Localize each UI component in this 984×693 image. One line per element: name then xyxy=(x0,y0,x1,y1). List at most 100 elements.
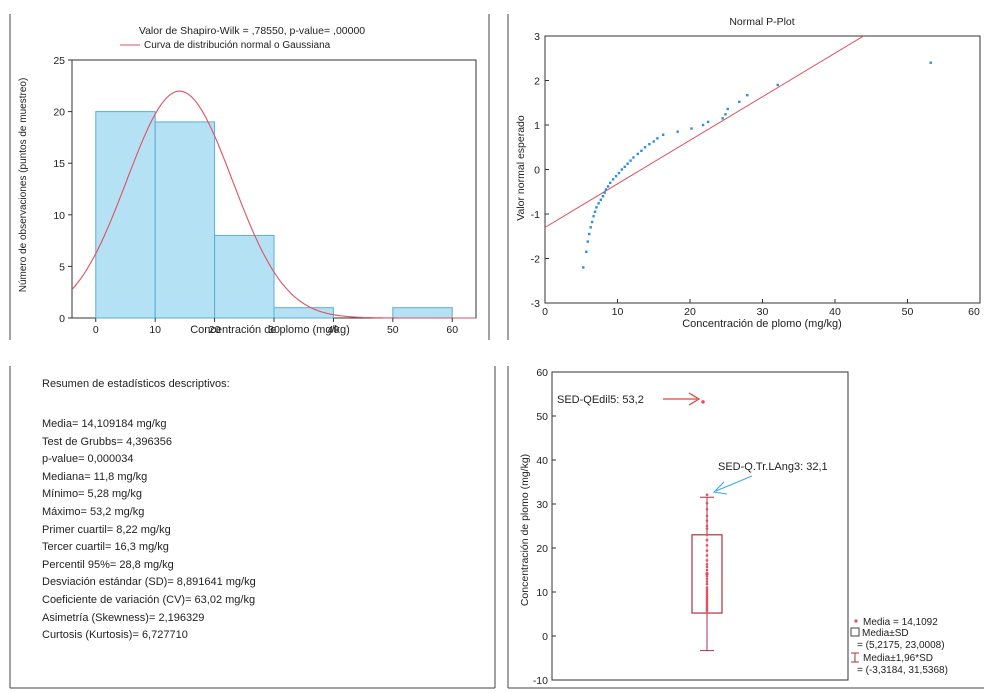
pplot-point xyxy=(595,206,598,209)
histogram-xtick-label: 0 xyxy=(93,324,99,336)
pplot-point xyxy=(614,174,618,178)
boxplot-data-point xyxy=(705,568,709,572)
pplot-point xyxy=(611,178,615,181)
pplot-point xyxy=(721,117,724,120)
pplot-point xyxy=(726,107,729,111)
pplot-point xyxy=(648,142,651,146)
histogram-ytick-label: 10 xyxy=(53,210,65,222)
pplot-point xyxy=(640,149,643,153)
pplot-xtick-label: 10 xyxy=(612,306,624,318)
stat-kurtosis: Curtosis (Kurtosis)= 6,727710 xyxy=(42,629,188,642)
histogram-xtick-label: 50 xyxy=(387,324,399,336)
pplot-point xyxy=(586,240,589,243)
pplot-xlabel: Concentración de plomo (mg/kg) xyxy=(682,318,842,330)
histogram-legend-label: Curva de distribución normal o Gaussiana xyxy=(144,40,331,51)
pplot-point xyxy=(589,226,592,229)
histogram-chart: Valor de Shapiro-Wilk = ,78550, p-value=… xyxy=(18,25,477,336)
stat-p95: Percentil 95%= 28,8 mg/kg xyxy=(42,558,174,571)
stat-min: Mínimo= 5,28 mg/kg xyxy=(42,488,142,501)
boxplot-outlier-point xyxy=(701,400,705,404)
pplot-point xyxy=(590,220,594,224)
pplot-point xyxy=(746,93,749,97)
boxplot-plot-area xyxy=(551,371,849,681)
pplot-point xyxy=(620,168,624,171)
boxplot-data-point xyxy=(705,559,709,562)
outlier-label-2: SED-Q.Tr.LAng3: 32,1 xyxy=(718,461,828,473)
stat-skewness: Asimetría (Skewness)= 2,196329 xyxy=(42,611,205,624)
pplot-xtick-label: 20 xyxy=(684,306,696,318)
boxplot-data-point xyxy=(705,562,709,566)
pplot-ytick-label: -1 xyxy=(531,209,540,221)
boxplot-data-point xyxy=(705,574,709,578)
pplot-point xyxy=(632,156,635,159)
pplot-point xyxy=(582,266,585,269)
pplot-point xyxy=(738,100,741,104)
histogram-xtick-label: 20 xyxy=(209,324,221,336)
histogram-ytick-label: 0 xyxy=(59,313,65,325)
histogram-ytick-label: 15 xyxy=(53,158,65,170)
normal-curve-line xyxy=(71,90,476,319)
pplot-ylabel: Valor normal esperado xyxy=(515,115,527,221)
pplot-point xyxy=(701,123,705,127)
pplot-ytick-label: -3 xyxy=(531,298,540,310)
pplot-point xyxy=(706,120,710,124)
pplot-point xyxy=(592,215,595,218)
boxplot-data-point xyxy=(705,507,709,511)
boxplot-ytick-label: 40 xyxy=(536,455,548,467)
histogram-bar xyxy=(95,111,156,319)
histogram-title: Valor de Shapiro-Wilk = ,78550, p-value=… xyxy=(139,25,365,37)
boxplot-ylabel: Concentración de plomo (mg/kg) xyxy=(519,454,531,606)
pplot-point xyxy=(609,181,612,185)
histogram-bar xyxy=(154,121,216,319)
pplot-point xyxy=(676,130,679,133)
pplot-xtick-label: 30 xyxy=(757,306,769,318)
pplot-point xyxy=(623,165,626,169)
legend-sd-box xyxy=(850,627,860,637)
histogram-ytick-label: 25 xyxy=(53,55,65,67)
boxplot-data-point xyxy=(705,611,709,615)
boxplot-data-point xyxy=(705,582,709,586)
normal-pplot-chart: Normal P-Plot 0 10 20 30 40 50 60 -3 -2 -1 0 1 2 3 Co… xyxy=(515,16,981,330)
histogram-ytick-label: 5 xyxy=(59,261,65,273)
pplot-ytick-label: 1 xyxy=(534,120,540,132)
pplot-point xyxy=(626,162,629,165)
pplot-point xyxy=(629,159,632,162)
boxplot-ytick-label: 30 xyxy=(536,499,548,511)
pplot-plot-area xyxy=(544,35,981,304)
pplot-point xyxy=(588,232,591,236)
histogram-ytick-label: 20 xyxy=(53,107,65,119)
pplot-point xyxy=(597,202,600,205)
pplot-point xyxy=(652,140,655,143)
boxplot-data-point xyxy=(705,549,709,552)
outlier-arrow-red-head xyxy=(688,392,701,406)
histogram-bar xyxy=(273,307,334,319)
pplot-point xyxy=(585,250,588,254)
pplot-point xyxy=(929,61,932,64)
pplot-point xyxy=(603,191,606,194)
boxplot-mean-point xyxy=(705,572,709,576)
boxplot-data-point xyxy=(705,600,709,603)
pplot-point xyxy=(604,188,608,191)
pplot-reference-line xyxy=(545,36,865,229)
stat-pvalue: p-value= 0,000034 xyxy=(42,453,134,466)
boxplot-ytick-label: 60 xyxy=(536,367,548,379)
legend-mean-marker xyxy=(854,619,858,623)
boxplot-ytick-label: 20 xyxy=(536,543,548,555)
stat-sd: Desviación estándar (SD)= 8,891641 mg/kg xyxy=(42,576,256,589)
stat-grubbs: Test de Grubbs= 4,396356 xyxy=(42,435,172,448)
boxplot-data-point xyxy=(705,586,709,589)
boxplot-data-point xyxy=(705,577,709,581)
boxplot-data-point xyxy=(705,544,709,547)
boxplot-ytick-label: -10 xyxy=(533,675,548,687)
boxplot-legend: Media = 14,1092 Media±SD = (5,2175, 23,0… xyxy=(850,617,948,676)
boxplot-data-point xyxy=(705,519,709,523)
histogram-bar xyxy=(214,234,275,319)
boxplot-data-point xyxy=(705,588,709,592)
stat-cv: Coeficiente de variación (CV)= 63,02 mg/… xyxy=(42,593,256,606)
pplot-point xyxy=(617,171,621,175)
boxplot-data-point xyxy=(705,590,709,594)
stat-q3: Tercer cuartil= 16,3 mg/kg xyxy=(42,541,169,554)
pplot-ytick-label: 3 xyxy=(534,31,540,43)
boxplot-data-point xyxy=(705,493,709,497)
